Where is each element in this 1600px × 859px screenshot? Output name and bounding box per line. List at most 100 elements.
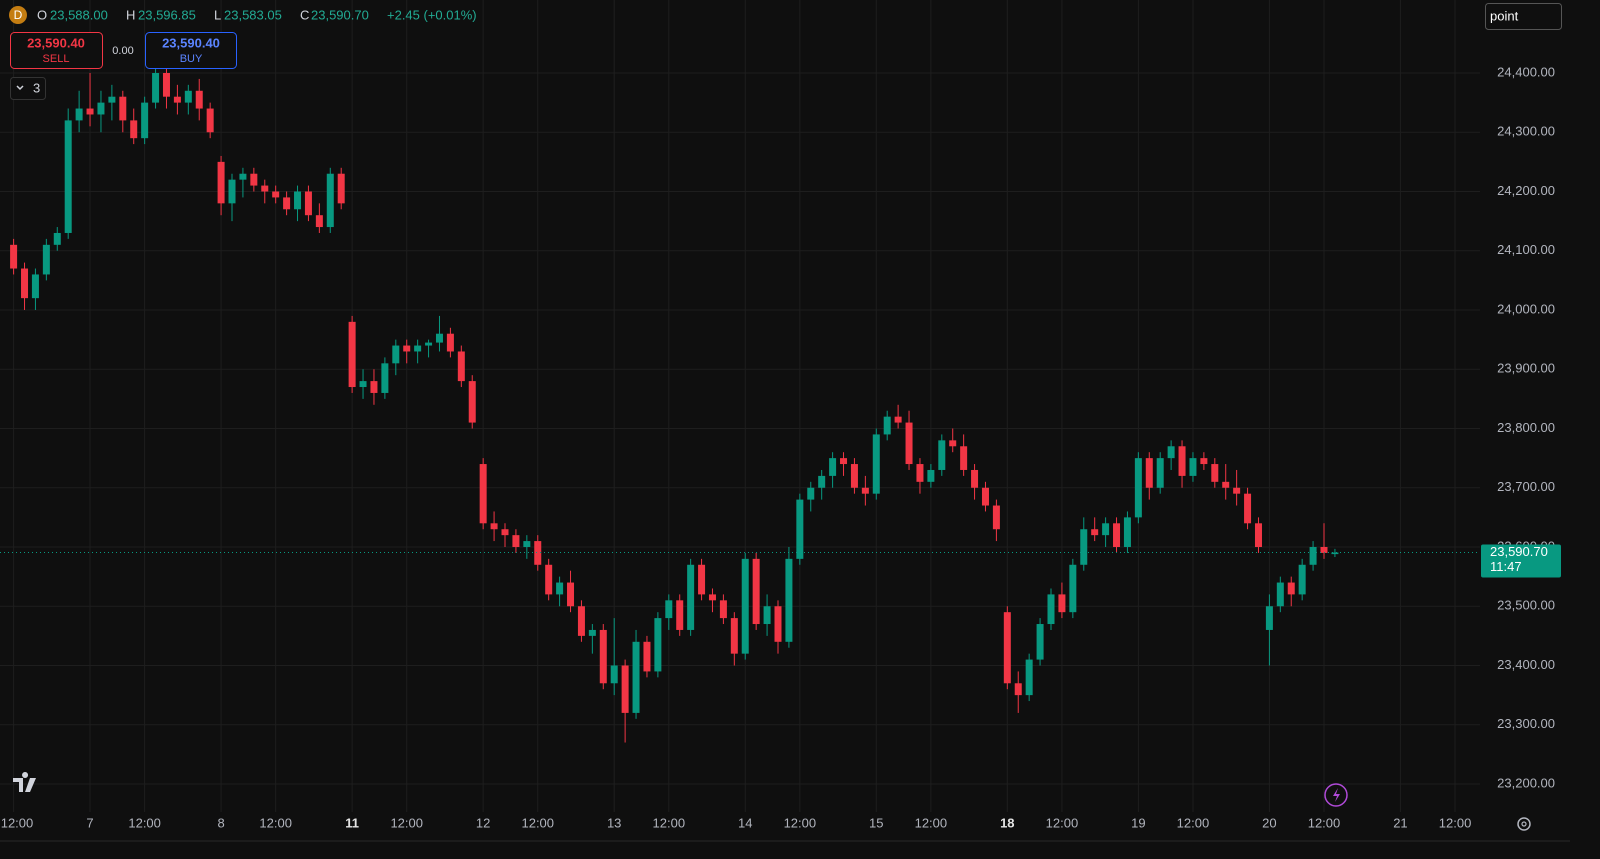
candle-body <box>152 72 160 103</box>
candle-body <box>184 90 192 103</box>
y-tick-label: 23,200.00 <box>1497 775 1555 790</box>
candle-body <box>643 641 651 672</box>
y-tick-label: 24,300.00 <box>1497 124 1555 139</box>
candle-body <box>42 244 50 275</box>
candle-body <box>1254 523 1262 548</box>
logo[interactable] <box>13 772 36 792</box>
x-tick-label: 12:00 <box>259 815 292 830</box>
legend-value: 23,583.05 <box>224 7 282 22</box>
alert-icon[interactable] <box>1324 783 1348 807</box>
candle-body <box>228 179 236 204</box>
candle-body <box>272 191 280 198</box>
candle-body <box>1080 529 1088 565</box>
x-tick-label: 14 <box>738 815 752 830</box>
x-tick-label: 15 <box>869 815 883 830</box>
candle-body <box>119 96 127 121</box>
candle-body <box>763 606 771 625</box>
candle-body <box>435 333 443 343</box>
settings-icon-core <box>1521 821 1527 827</box>
legend-value: 23,588.00 <box>50 7 108 22</box>
candle-body <box>304 191 312 216</box>
candle-body <box>1058 594 1066 613</box>
candle-body <box>632 641 640 713</box>
candle-body <box>501 529 509 536</box>
candle-body <box>10 244 18 269</box>
candle-body <box>556 582 564 595</box>
candle-body <box>1123 517 1131 548</box>
candle-body <box>75 108 83 121</box>
candle-body <box>894 416 902 423</box>
candle-body <box>414 345 422 352</box>
candle-body <box>938 440 946 470</box>
x-tick-label: 12:00 <box>128 815 161 830</box>
candle-body <box>599 629 607 684</box>
candle-body <box>512 535 520 548</box>
sell-price: 23,590.40 <box>27 35 85 50</box>
candle-body <box>785 558 793 642</box>
candle-body <box>326 173 334 228</box>
candle-body <box>392 345 400 364</box>
candle-body <box>1167 446 1175 459</box>
sell-button[interactable] <box>10 32 103 69</box>
legend-key: L <box>214 7 221 22</box>
x-tick-label: 18 <box>1000 815 1014 830</box>
x-tick-label: 12:00 <box>1046 815 1079 830</box>
y-tick-label: 23,300.00 <box>1497 716 1555 731</box>
x-tick-label: 19 <box>1131 815 1145 830</box>
candle-body <box>971 469 979 488</box>
candle-body <box>370 381 378 393</box>
bolt <box>1333 788 1340 802</box>
candle-body <box>949 440 957 447</box>
candle-body <box>446 333 454 352</box>
candle-body <box>283 197 291 210</box>
indicators-toggle[interactable] <box>10 77 46 100</box>
y-tick-label: 24,400.00 <box>1497 64 1555 79</box>
y-tick-label: 24,100.00 <box>1497 242 1555 257</box>
search-text: point <box>1490 8 1519 23</box>
candle-body <box>217 161 225 204</box>
candle-body <box>490 523 498 530</box>
x-tick-label: 8 <box>217 815 224 830</box>
candle-body <box>1134 458 1142 518</box>
candle-body <box>1298 564 1306 595</box>
candle-body <box>1331 552 1339 555</box>
x-tick-label: 12:00 <box>1439 815 1472 830</box>
candle-body <box>719 600 727 619</box>
candle-body <box>654 618 662 672</box>
candle-body <box>708 594 716 601</box>
y-tick-label: 24,200.00 <box>1497 183 1555 198</box>
y-tick-label: 23,500.00 <box>1497 598 1555 613</box>
search-box[interactable] <box>1485 3 1562 30</box>
legend-change: +2.45 (+0.01%) <box>387 7 477 22</box>
candle-body <box>687 564 695 630</box>
candle-body <box>676 600 684 630</box>
settings-icon[interactable] <box>1517 817 1531 831</box>
candle-body <box>1014 683 1022 696</box>
candle-body <box>130 120 138 139</box>
x-tick-label: 12:00 <box>390 815 423 830</box>
candle-body <box>698 564 706 595</box>
candle-body <box>162 72 170 97</box>
candle-body <box>883 416 891 435</box>
candle-body <box>1047 594 1055 625</box>
candle-body <box>577 606 585 636</box>
y-tick-label: 24,000.00 <box>1497 301 1555 316</box>
sell-label: SELL <box>43 53 70 65</box>
candle-body <box>916 464 924 482</box>
candle-body <box>108 96 116 103</box>
candle-body <box>1145 458 1153 488</box>
symbol-badge[interactable] <box>9 6 27 24</box>
candle-body <box>1200 458 1208 465</box>
candle-body <box>1003 612 1011 684</box>
y-tick-label: 23,800.00 <box>1497 420 1555 435</box>
legend-key: O <box>37 7 47 22</box>
candle-body <box>1276 582 1284 607</box>
candle-body <box>927 469 935 482</box>
candle-body <box>381 363 389 393</box>
candle-body <box>403 345 411 352</box>
x-tick-label: 21 <box>1393 815 1407 830</box>
buy-button[interactable] <box>145 32 237 69</box>
candle-body <box>1320 547 1328 553</box>
candle-body <box>861 487 869 494</box>
